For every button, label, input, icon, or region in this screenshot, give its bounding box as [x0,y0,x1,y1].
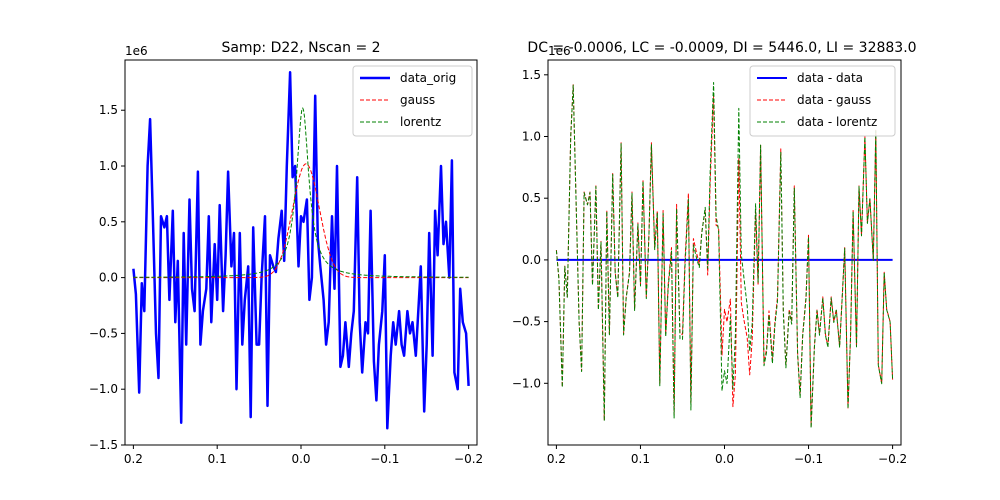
series-line-gauss [133,163,469,279]
left-y-multiplier: 1e6 [125,44,148,58]
left-legend: data_orig gauss lorentz [352,65,473,137]
left-y-tick-label: −1.0 [89,382,118,396]
right-legend: data - data data - gauss data - lorentz [749,65,896,137]
right-x-tick-label: 0.1 [631,452,650,466]
legend-label-lorentz: lorentz [400,115,441,129]
left-x-tick-label: 0.1 [208,452,227,466]
right-y-tick-label: 0.0 [522,253,541,267]
right-y-tick-label: 1.5 [522,68,541,82]
left-plot-lines [132,71,470,430]
left-x-tick-label: 0.0 [291,452,310,466]
left-plot-panel: Samp: D22, Nscan = 2 1e6 0.2 0.1 0.0 −0.1 −0… [89,40,483,466]
legend-label-data-data: data - data [797,71,863,85]
legend-label-data-gauss: data - gauss [797,93,871,107]
series-line-data-lorentz [555,82,894,429]
right-y-tick-label: 1.0 [522,130,541,144]
series-line-data-orig [132,71,470,430]
series-line-data-gauss [555,84,894,427]
left-plot-ticks: 0.2 0.1 0.0 −0.1 −0.2 −1.5 −1.0 −0.5 0.0 0.5 1.0 1.… [89,103,483,466]
series-line-lorentz [133,107,469,278]
left-y-tick-label: 0.0 [99,271,118,285]
right-y-tick-label: −0.5 [512,315,541,329]
left-x-tick-label: 0.2 [124,452,143,466]
right-x-tick-label: −0.1 [794,452,823,466]
left-y-tick-label: 1.0 [99,159,118,173]
left-legend-box [352,65,473,137]
left-y-tick-label: −1.5 [89,438,118,452]
left-x-tick-label: −0.1 [370,452,399,466]
left-plot-title: Samp: D22, Nscan = 2 [221,40,380,56]
right-x-tick-label: 0.0 [715,452,734,466]
left-y-tick-label: 0.5 [99,215,118,229]
right-y-multiplier: 1e6 [548,44,571,58]
right-plot-title: DC = -0.0006, LC = -0.0009, DI = 5446.0,… [527,40,916,56]
right-y-tick-label: 0.5 [522,191,541,205]
right-legend-box [749,65,896,137]
right-plot-lines [555,82,894,429]
left-y-tick-label: 1.5 [99,103,118,117]
right-plot-ticks: 0.2 0.1 0.0 −0.1 −0.2 −1.0 −0.5 0.0 0.5 1.0 1.5 [512,68,907,466]
legend-label-gauss: gauss [400,93,435,107]
right-y-tick-label: −1.0 [512,376,541,390]
left-y-tick-label: −0.5 [89,326,118,340]
right-x-tick-label: −0.2 [878,452,907,466]
left-x-tick-label: −0.2 [454,452,483,466]
right-x-tick-label: 0.2 [547,452,566,466]
legend-label-data-lorentz: data - lorentz [797,115,877,129]
right-plot-panel: DC = -0.0006, LC = -0.0009, DI = 5446.0,… [512,40,917,466]
legend-label-data-orig: data_orig [400,71,456,85]
